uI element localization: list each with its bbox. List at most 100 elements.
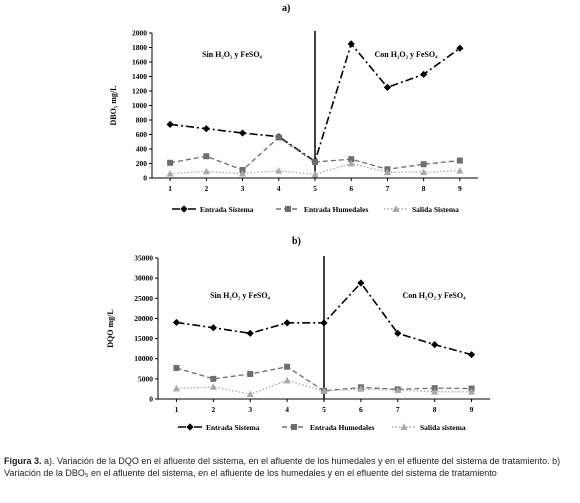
y-tick-label: 1200 xyxy=(132,87,147,96)
data-point xyxy=(383,168,392,176)
y-tick-label: 2000 xyxy=(132,29,147,38)
chart-a: 0 200 400 600 800 1000 1200 1400 1600 1800 2000 1 2 3… xyxy=(109,29,478,214)
data-point xyxy=(283,376,291,384)
data-point xyxy=(166,170,174,177)
x-tick-label: 2 xyxy=(204,184,208,193)
y-tick-label: 1400 xyxy=(132,72,147,81)
data-point xyxy=(431,341,439,349)
data-point xyxy=(202,167,210,175)
data-point xyxy=(173,364,180,371)
panel-b-label: b) xyxy=(292,236,301,247)
x-tick-label: 1 xyxy=(168,184,172,193)
y-tick-label: 30000 xyxy=(134,274,153,283)
data-point xyxy=(239,167,246,174)
data-point xyxy=(383,83,392,91)
data-point xyxy=(172,384,181,392)
y-tick-label: 1600 xyxy=(132,58,147,67)
x-tick-label: 9 xyxy=(458,184,462,193)
series-line-2 xyxy=(176,366,472,392)
data-point xyxy=(467,351,476,359)
x-tick-label: 6 xyxy=(349,184,353,193)
caption-text: a). Variación de la DQO en el afluente d… xyxy=(4,456,561,478)
y-axis-label: DQO mg/L xyxy=(106,309,115,347)
data-point xyxy=(431,388,439,395)
x-tick-label: 8 xyxy=(433,405,437,414)
data-point xyxy=(420,168,428,176)
data-point xyxy=(247,371,254,378)
x-tick-label: 3 xyxy=(241,184,245,193)
x-tick-label: 6 xyxy=(359,405,363,414)
x-tick-label: 9 xyxy=(470,405,474,414)
y-tick-label: 0 xyxy=(149,395,153,404)
data-point xyxy=(209,324,217,332)
x-tick-label: 3 xyxy=(248,405,252,414)
data-point xyxy=(320,387,328,394)
x-tick-label: 8 xyxy=(422,184,426,193)
data-point xyxy=(420,70,428,78)
legend-entry: Salida Sistema xyxy=(412,205,459,214)
y-tick-label: 25000 xyxy=(134,294,153,303)
y-axis-label: DBO₅ mg/L xyxy=(109,86,118,126)
data-point xyxy=(246,390,254,398)
data-point xyxy=(320,319,328,327)
data-point xyxy=(311,170,319,178)
legend-marker xyxy=(186,423,194,431)
legend-marker xyxy=(180,205,188,213)
data-point xyxy=(167,159,174,166)
legend-entry: Entrada Humedales xyxy=(310,423,374,432)
data-point xyxy=(456,44,464,52)
data-point xyxy=(347,40,355,48)
x-tick-label: 5 xyxy=(313,184,317,193)
data-point xyxy=(312,159,318,166)
data-point xyxy=(203,153,210,160)
annotation-left: Sin H₂O₂ y FeSO₄ xyxy=(210,291,270,300)
chart-b: 0 5000 10000 15000 20000 25000 30000 35000 1 2 3 4 5… xyxy=(106,254,490,432)
data-point xyxy=(275,134,282,141)
data-point xyxy=(172,318,181,327)
data-point xyxy=(238,170,247,177)
data-point xyxy=(431,385,438,392)
x-tick-label: 4 xyxy=(277,184,281,193)
legend-marker xyxy=(291,424,297,430)
y-tick-label: 800 xyxy=(136,116,148,125)
data-point xyxy=(394,329,402,337)
x-tick-label: 1 xyxy=(175,405,179,414)
data-point xyxy=(246,329,254,337)
data-point xyxy=(283,319,291,327)
y-tick-label: 600 xyxy=(136,130,148,139)
data-point xyxy=(238,129,247,137)
y-tick-label: 0 xyxy=(143,174,147,183)
data-point xyxy=(456,167,464,174)
y-tick-label: 1000 xyxy=(132,101,147,110)
x-tick-label: 7 xyxy=(396,405,400,414)
y-tick-label: 400 xyxy=(136,145,148,154)
y-tick-label: 15000 xyxy=(134,334,153,343)
data-point xyxy=(456,157,463,164)
y-tick-label: 20000 xyxy=(134,314,153,323)
data-point xyxy=(209,383,217,390)
data-point xyxy=(357,385,365,392)
x-tick-label: 7 xyxy=(386,184,390,193)
data-point xyxy=(420,161,427,168)
legend-marker xyxy=(400,423,408,430)
y-tick-label: 200 xyxy=(136,159,148,168)
y-tick-label: 5000 xyxy=(138,374,153,383)
annotation-right: Con H₂O₂ y FeSO₄ xyxy=(403,291,467,300)
data-point xyxy=(348,156,355,163)
data-point xyxy=(284,363,291,370)
annotation-right: Con H₂O₂ y FeSO₄ xyxy=(375,50,439,59)
legend-marker xyxy=(392,205,400,212)
data-point xyxy=(357,279,365,287)
legend-entry: Entrada Sistema xyxy=(206,423,260,432)
panel-a-label: a) xyxy=(282,3,291,14)
annotation-left: Sin H₂O₂ y FeSO₄ xyxy=(202,50,262,59)
legend-entry: Salida sistema xyxy=(420,423,466,432)
legend-entry: Entrada Humedales xyxy=(304,205,368,214)
series-line-1 xyxy=(170,42,461,163)
y-tick-label: 35000 xyxy=(134,254,153,263)
data-point xyxy=(210,375,217,382)
series-line-3 xyxy=(176,379,472,395)
x-tick-label: 5 xyxy=(322,405,326,414)
legend-entry: Entrada Sistema xyxy=(200,205,254,214)
figure-caption: Figura 3. a). Variación de la DQO en el … xyxy=(4,455,578,479)
